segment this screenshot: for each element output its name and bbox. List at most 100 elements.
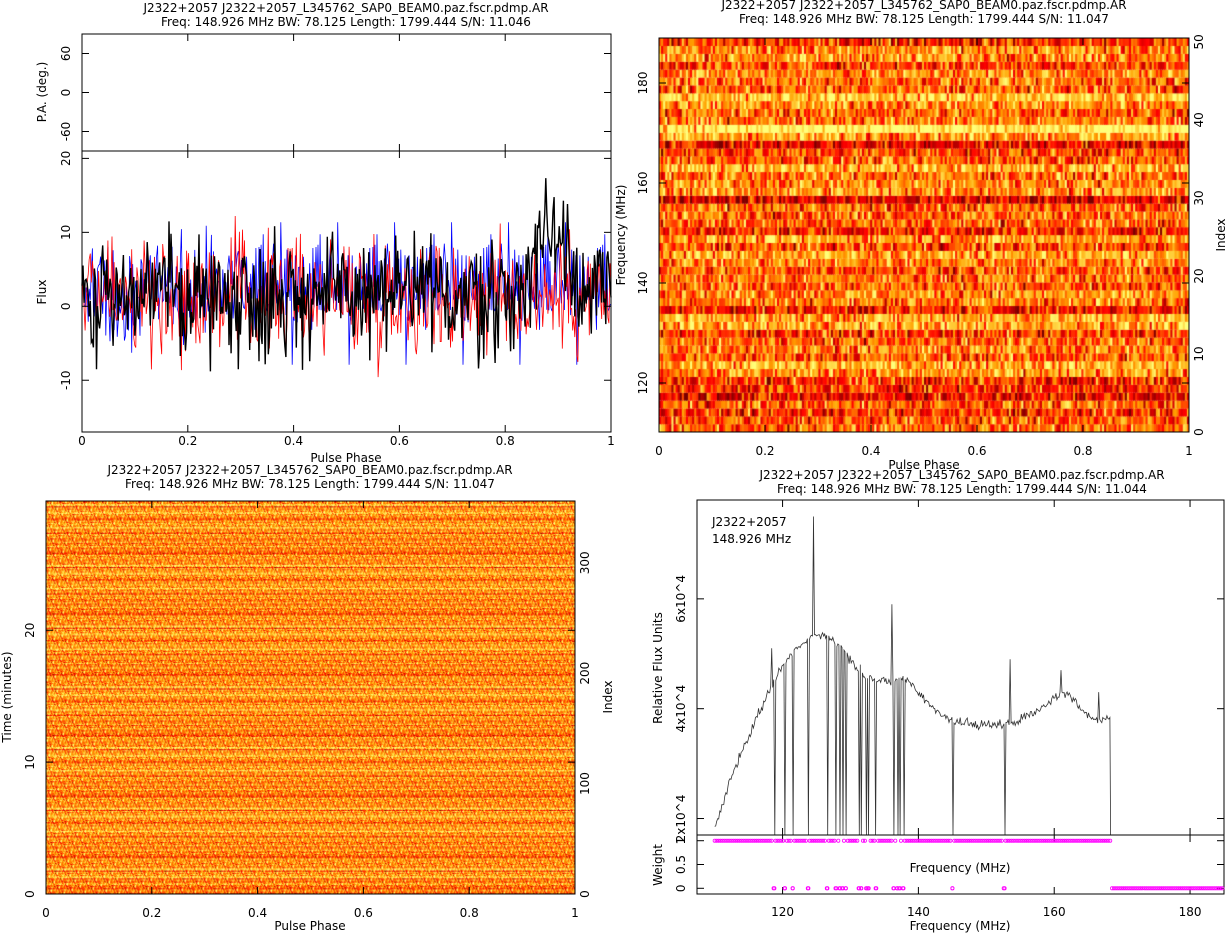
y-tick-label: 0 — [59, 302, 73, 310]
weight-point-zapped — [873, 886, 878, 891]
bandpass-line — [714, 516, 1111, 836]
weight-point — [712, 838, 717, 843]
y-tick-label: 10 — [23, 754, 37, 769]
weight-point — [916, 838, 921, 843]
weight-point — [1127, 886, 1132, 891]
weight-point — [1013, 838, 1018, 843]
x-tick-label: 0.2 — [142, 906, 161, 920]
weight-point — [1188, 886, 1193, 891]
weight-point — [923, 838, 928, 843]
x-tick-label: 0.2 — [755, 444, 774, 458]
weight-point — [1047, 838, 1052, 843]
weight-point — [836, 838, 841, 843]
weight-point — [963, 838, 968, 843]
weight-point — [765, 838, 770, 843]
weight-point — [731, 838, 736, 843]
x-tick-label: 1 — [607, 434, 615, 448]
index-tick-label: 50 — [1192, 34, 1206, 49]
weight-point — [944, 838, 949, 843]
weight-point — [1051, 838, 1056, 843]
x-tick-label: 0.6 — [354, 906, 373, 920]
weight-point — [1148, 886, 1153, 891]
weight-point — [1199, 886, 1204, 891]
weight-point — [1203, 886, 1208, 891]
weight-point — [1058, 838, 1063, 843]
weight-point — [1167, 886, 1172, 891]
weight-point — [729, 838, 734, 843]
index-tick-label: 10 — [1192, 346, 1206, 361]
weight-point — [792, 838, 797, 843]
weight-point — [929, 838, 934, 843]
weight-point — [868, 838, 873, 843]
index-tick-label: 300 — [578, 551, 592, 574]
weight-point — [769, 838, 774, 843]
weight-point — [937, 838, 942, 843]
weight-point — [718, 838, 723, 843]
weight-point — [880, 838, 885, 843]
weight-point — [750, 838, 755, 843]
weight-point — [1212, 886, 1217, 891]
weight-point-zapped — [864, 886, 869, 891]
weight-point — [811, 838, 816, 843]
weight-point — [1098, 838, 1103, 843]
weight-point — [885, 838, 890, 843]
x-tick-label: 0.6 — [967, 444, 986, 458]
weight-point — [1205, 886, 1210, 891]
weight-point — [889, 838, 894, 843]
weight-point — [1153, 886, 1158, 891]
weight-point — [1144, 886, 1149, 891]
weight-point — [794, 838, 799, 843]
weight-point — [1079, 838, 1084, 843]
weight-point — [779, 838, 784, 843]
y-tick-label: 140 — [636, 272, 650, 295]
weight-point-zapped — [866, 886, 871, 891]
weight-point — [925, 838, 930, 843]
weight-point — [1184, 886, 1189, 891]
weight-point — [832, 838, 837, 843]
weight-point — [1032, 838, 1037, 843]
weight-point — [1209, 886, 1214, 891]
weight-point — [767, 838, 772, 843]
weight-point — [826, 838, 831, 843]
weight-point — [975, 838, 980, 843]
phase-time-heatmap — [46, 501, 575, 894]
weight-point — [809, 838, 814, 843]
weight-point-zapped — [856, 886, 861, 891]
weight-point — [800, 838, 805, 843]
weight-point — [1104, 838, 1109, 843]
relative-flux-label: Relative Flux Units — [651, 612, 665, 724]
weight-point — [1045, 838, 1050, 843]
weight-point — [1117, 886, 1122, 891]
weight-point — [821, 838, 826, 843]
time-axis-label: Time (minutes) — [0, 651, 14, 743]
weight-point — [1216, 886, 1221, 891]
weight-point — [746, 838, 751, 843]
weight-point — [815, 838, 820, 843]
weight-point — [1030, 838, 1035, 843]
weight-point — [773, 838, 778, 843]
weight-point — [1159, 886, 1164, 891]
phase-frequency-heatmap — [659, 38, 1189, 432]
index-tick-label: 20 — [1192, 268, 1206, 283]
weight-point — [1037, 838, 1042, 843]
weight-point — [870, 838, 875, 843]
weight-point — [1077, 838, 1082, 843]
weight-point — [720, 838, 725, 843]
weight-point — [1018, 838, 1023, 843]
y-tick-label: 6x10^4 — [674, 575, 688, 623]
weight-point — [764, 838, 769, 843]
weight-point — [872, 838, 877, 843]
weight-point — [743, 838, 748, 843]
pa-plot-frame — [81, 33, 612, 152]
weight-point — [1016, 838, 1021, 843]
weight-point-zapped — [806, 886, 811, 891]
weight-point — [908, 838, 913, 843]
weight-point — [1132, 886, 1137, 891]
weight-point — [1119, 886, 1124, 891]
weight-point — [1186, 886, 1191, 891]
index-tick-label: 0 — [578, 890, 592, 898]
phase-freq-x-label: Pulse Phase — [888, 458, 959, 472]
y-tick-label: 180 — [636, 72, 650, 95]
weight-point — [1174, 886, 1179, 891]
weight-inner-x-label: Frequency (MHz) — [910, 861, 1011, 875]
